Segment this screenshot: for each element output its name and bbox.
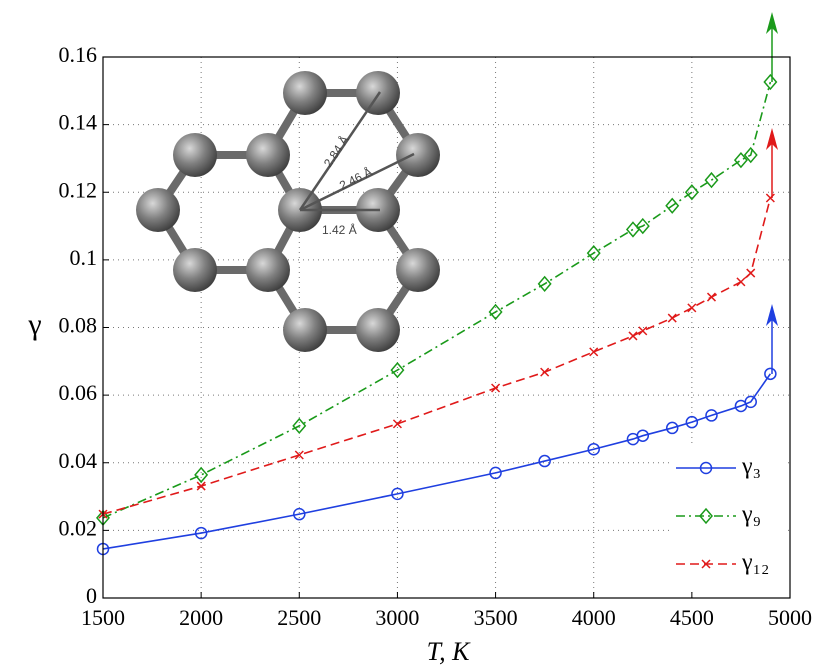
legend-marker: [699, 461, 713, 475]
legend-label: γ₉: [741, 502, 761, 528]
marker: [667, 313, 677, 323]
marker: [589, 347, 599, 357]
atom: [356, 308, 400, 352]
marker: [763, 73, 778, 91]
marker: [538, 454, 551, 468]
y-tick-label: 0.16: [59, 42, 98, 67]
distance-line: [298, 91, 382, 211]
marker: [491, 383, 501, 393]
marker: [685, 415, 699, 429]
marker: [196, 481, 206, 491]
marker: [194, 526, 208, 540]
atom: [173, 248, 217, 292]
marker: [705, 409, 718, 422]
marker: [540, 367, 550, 377]
marker: [587, 442, 600, 456]
legend-marker: [701, 559, 711, 569]
marker: [392, 419, 402, 429]
marker: [294, 450, 304, 460]
marker: [638, 326, 648, 336]
x-tick-label: 1500: [81, 605, 125, 630]
series-line: [102, 81, 772, 519]
marker: [293, 507, 306, 521]
marker: [488, 303, 503, 321]
marker: [390, 361, 405, 379]
marker: [746, 268, 756, 278]
y-tick-label: 0.06: [59, 380, 98, 405]
marker: [687, 303, 697, 313]
x-tick-label: 2500: [277, 605, 321, 630]
x-tick-label: 3500: [474, 605, 518, 630]
marker: [704, 171, 719, 189]
atom: [246, 248, 290, 292]
x-axis-label: T, K: [427, 637, 472, 666]
legend: γ₃ γ₉ γ₁₂: [672, 444, 784, 588]
legend-marker: [699, 507, 713, 525]
y-tick-label: 0.02: [59, 515, 98, 540]
marker: [194, 466, 209, 484]
arrow-head: [766, 304, 778, 326]
marker: [743, 146, 758, 164]
atom: [283, 71, 327, 115]
marker: [292, 417, 307, 435]
marker: [706, 292, 717, 302]
series-layer: [96, 73, 778, 556]
legend-label: γ₁₂: [741, 550, 769, 576]
y-tick-label: 0.04: [59, 448, 98, 473]
x-tick-label: 2000: [179, 605, 223, 630]
series-line: [102, 197, 772, 515]
atom: [246, 133, 290, 177]
y-tick-label: 0.14: [59, 110, 98, 135]
x-tick-label: 3000: [375, 605, 419, 630]
marker: [736, 277, 746, 287]
atom: [173, 133, 217, 177]
marker: [636, 429, 650, 442]
distance-lines: [298, 91, 415, 212]
legend-label: γ₃: [741, 454, 761, 480]
marker: [764, 367, 777, 381]
marker: [744, 395, 757, 409]
distance-line: [299, 152, 415, 212]
y-axis-label: γ: [27, 308, 41, 341]
x-tick-label: 4000: [572, 605, 616, 630]
atoms: [136, 71, 440, 352]
atom: [283, 308, 327, 352]
marker: [665, 197, 680, 214]
x-tick-label: 4500: [670, 605, 714, 630]
y-tick-label: 0.12: [59, 177, 98, 202]
arrow-head: [766, 12, 778, 34]
distance-label: 1.42 Å: [322, 222, 357, 237]
marker: [391, 487, 404, 501]
marker: [733, 151, 748, 169]
atom: [396, 248, 440, 292]
y-tick-label: 0.08: [59, 313, 98, 338]
marker: [586, 244, 601, 262]
y-tick-label: 0: [86, 583, 97, 608]
atom: [396, 133, 440, 177]
marker: [765, 193, 775, 203]
marker: [684, 184, 699, 201]
y-tick-label: 0.1: [70, 245, 98, 270]
x-tick-label: 5000: [768, 605, 812, 630]
arrows: [766, 12, 778, 374]
arrow-head: [766, 128, 778, 150]
marker: [628, 331, 638, 341]
atom: [136, 188, 180, 232]
marker: [537, 275, 552, 293]
marker: [635, 217, 650, 235]
marker: [665, 421, 679, 435]
series-line: [102, 373, 772, 550]
marker: [489, 466, 502, 480]
